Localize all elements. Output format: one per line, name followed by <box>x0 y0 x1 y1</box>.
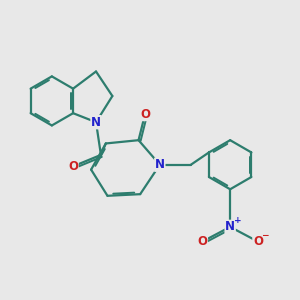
Text: −: − <box>261 231 269 240</box>
Text: O: O <box>197 235 207 248</box>
Text: O: O <box>140 107 150 121</box>
Text: N: N <box>155 158 165 171</box>
Text: +: + <box>233 217 241 226</box>
Text: N: N <box>91 116 101 129</box>
Text: O: O <box>253 235 263 248</box>
Text: N: N <box>225 220 235 233</box>
Text: O: O <box>68 160 78 173</box>
